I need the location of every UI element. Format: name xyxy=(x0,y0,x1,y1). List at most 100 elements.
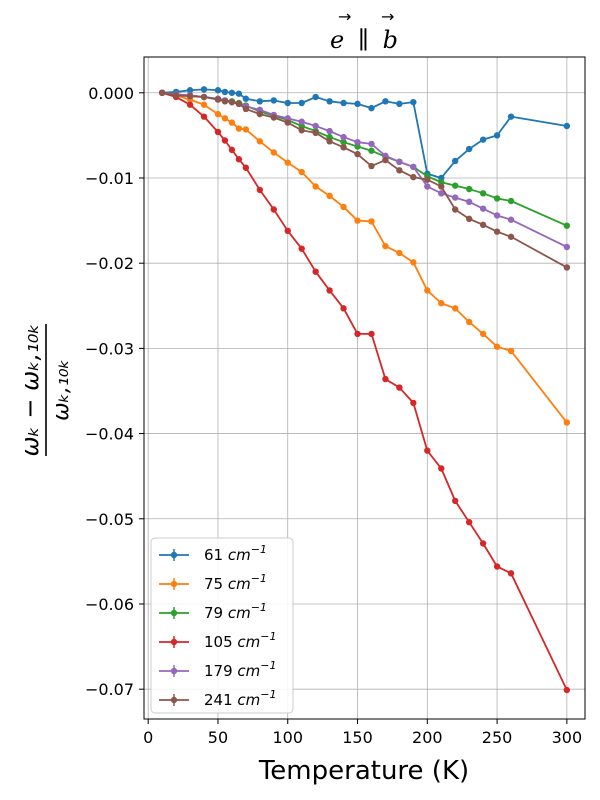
data-point-179 xyxy=(312,122,319,130)
y-axis-label-denominator: ωₖ,₁₀ₖ xyxy=(49,359,74,421)
data-point-61 xyxy=(312,93,319,101)
legend-label: 105 cm−1 xyxy=(204,630,276,651)
data-point-79 xyxy=(563,222,571,229)
series-61 xyxy=(158,86,571,182)
data-point-105 xyxy=(424,447,431,454)
data-point-75 xyxy=(368,218,375,225)
data-point-241 xyxy=(298,127,305,134)
data-point-105 xyxy=(200,113,208,120)
data-point-105 xyxy=(382,375,389,383)
data-point-241 xyxy=(200,93,208,101)
data-point-75 xyxy=(563,419,571,426)
data-point-61 xyxy=(200,86,208,93)
data-point-61 xyxy=(186,87,194,94)
legend-label: 61 cm−1 xyxy=(204,543,267,564)
data-point-75 xyxy=(256,138,264,145)
data-point-105 xyxy=(396,384,403,391)
grid xyxy=(144,57,585,719)
data-point-61 xyxy=(479,136,487,143)
data-point-241 xyxy=(340,144,347,151)
data-point-241 xyxy=(396,167,403,174)
data-point-105 xyxy=(368,330,375,338)
data-point-241 xyxy=(242,105,250,113)
data-point-241 xyxy=(214,96,222,103)
data-point-75 xyxy=(340,203,347,211)
data-point-61 xyxy=(368,104,375,112)
data-point-61 xyxy=(396,100,403,108)
data-point-241 xyxy=(382,156,389,164)
data-point-105 xyxy=(452,497,459,505)
data-point-179 xyxy=(410,163,417,171)
data-point-105 xyxy=(312,268,319,275)
title-vector-b: b xyxy=(383,26,398,54)
data-point-75 xyxy=(270,149,277,156)
data-point-241 xyxy=(493,228,501,235)
data-point-75 xyxy=(221,115,229,122)
data-point-241 xyxy=(465,215,473,223)
data-point-75 xyxy=(200,101,208,108)
legend-label: 75 cm−1 xyxy=(204,572,267,593)
series-105 xyxy=(158,89,571,694)
data-point-241 xyxy=(172,92,180,99)
x-tick-label: 250 xyxy=(482,728,513,747)
data-point-105 xyxy=(438,465,445,472)
data-point-179 xyxy=(493,212,501,219)
y-tick-label: −0.04 xyxy=(85,425,134,444)
y-tick-label: 0.000 xyxy=(88,84,134,103)
title-arrow-b: → xyxy=(381,7,394,26)
data-point-179 xyxy=(563,243,571,251)
data-point-179 xyxy=(354,139,361,146)
data-point-75 xyxy=(424,287,431,294)
legend-item-75: 75 cm−1 xyxy=(159,572,267,593)
data-point-241 xyxy=(452,206,459,213)
data-point-179 xyxy=(465,198,473,206)
data-point-75 xyxy=(479,330,487,338)
data-point-61 xyxy=(354,100,361,108)
x-tick-label: 0 xyxy=(143,728,153,747)
data-point-179 xyxy=(452,194,459,201)
data-point-61 xyxy=(270,97,277,104)
legend-item-179: 179 cm−1 xyxy=(159,659,276,680)
data-point-179 xyxy=(396,158,403,165)
data-point-61 xyxy=(507,113,515,120)
data-point-61 xyxy=(563,122,571,130)
data-point-61 xyxy=(221,88,229,96)
data-point-105 xyxy=(235,156,243,163)
legend-item-61: 61 cm−1 xyxy=(159,543,267,564)
data-point-105 xyxy=(214,128,222,136)
title-parallel-symbol: ∥ xyxy=(358,26,369,54)
data-point-75 xyxy=(235,125,243,132)
data-point-75 xyxy=(228,119,236,126)
legend-marker xyxy=(170,667,178,675)
data-point-61 xyxy=(214,87,222,94)
data-point-79 xyxy=(479,190,487,197)
data-point-79 xyxy=(465,185,473,193)
legend-marker xyxy=(170,580,178,588)
legend-label: 241 cm−1 xyxy=(204,688,276,709)
data-point-75 xyxy=(298,168,305,176)
y-tick-label: −0.07 xyxy=(85,680,134,699)
data-point-75 xyxy=(396,249,403,257)
plot-frame xyxy=(143,56,586,720)
legend-label: 79 cm−1 xyxy=(204,601,267,622)
legend-label: 179 cm−1 xyxy=(204,659,276,680)
data-point-241 xyxy=(563,264,571,271)
data-point-179 xyxy=(340,133,347,141)
y-tick-label: −0.03 xyxy=(85,339,134,358)
legend-marker xyxy=(170,638,178,646)
data-point-105 xyxy=(228,146,236,154)
data-point-75 xyxy=(312,183,319,190)
data-point-75 xyxy=(465,318,473,326)
data-point-241 xyxy=(228,98,236,106)
data-point-75 xyxy=(326,192,333,200)
data-point-179 xyxy=(326,127,333,135)
data-point-179 xyxy=(424,183,431,190)
data-point-241 xyxy=(479,221,487,229)
data-point-241 xyxy=(326,138,333,145)
data-point-61 xyxy=(256,98,264,105)
data-point-61 xyxy=(284,99,291,107)
data-point-79 xyxy=(368,147,375,154)
y-tick-label: −0.06 xyxy=(85,595,134,614)
data-point-61 xyxy=(340,99,347,107)
data-point-241 xyxy=(312,129,319,137)
